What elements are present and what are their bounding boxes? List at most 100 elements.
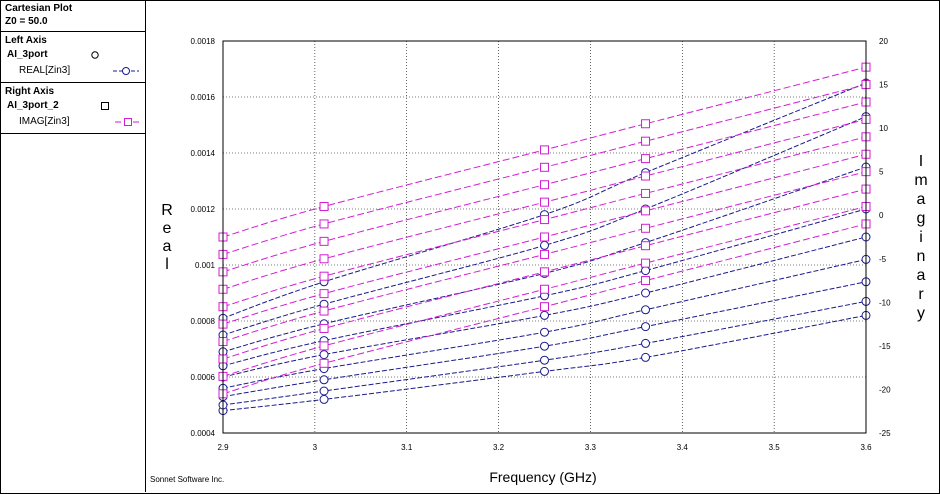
imag-data-point xyxy=(540,249,549,259)
imag-data-point xyxy=(540,232,549,242)
left-axis-label-letter: R xyxy=(161,202,173,219)
x-tick-label: 3 xyxy=(313,443,318,452)
right-axis-file-row[interactable]: AI_3port_2 xyxy=(5,98,140,114)
y-left-tick-label: 0.0008 xyxy=(191,317,216,326)
left-axis-heading: Left Axis xyxy=(5,35,47,46)
right-axis-label-letter: i xyxy=(919,229,923,246)
real-data-point xyxy=(641,338,651,348)
tick-labels: 2.9 3 3.1 3.2 3.3 3.4 3.5 3.6 0.0004 0.0006 0.0008… xyxy=(191,37,892,452)
imag-data-point xyxy=(319,254,329,264)
right-axis-label-letter: y xyxy=(917,305,925,322)
imag-data-point xyxy=(319,306,329,316)
real-data-point xyxy=(540,341,549,351)
plot-area-border xyxy=(222,40,867,434)
right-axis-label-letter: g xyxy=(917,210,926,227)
imag-data-point xyxy=(641,136,651,146)
imag-data-point xyxy=(319,219,329,229)
imag-data-point xyxy=(319,202,329,212)
real-data-point xyxy=(319,375,329,385)
z0-value: Z0 = 50.0 xyxy=(5,16,48,27)
y-right-tick-label: 5 xyxy=(879,168,884,177)
imag-data-point xyxy=(641,276,651,286)
imag-data-point xyxy=(641,223,651,233)
right-axis-label-letter: a xyxy=(917,191,926,208)
real-series-line xyxy=(222,236,867,378)
real-data-point xyxy=(540,327,549,337)
y-left-tick-label: 0.001 xyxy=(195,261,216,270)
legend-header: Cartesian Plot Z0 = 50.0 xyxy=(0,0,145,32)
x-tick-label: 3.2 xyxy=(493,443,505,452)
vendor-credit: Sonnet Software Inc. xyxy=(150,475,225,484)
right-axis-heading: Right Axis xyxy=(5,86,55,97)
legend-panel: Cartesian Plot Z0 = 50.0 Left Axis AI_3p… xyxy=(0,0,146,492)
right-axis-file-name: AI_3port_2 xyxy=(7,100,59,111)
square-marker-icon xyxy=(101,102,109,110)
y-left-tick-label: 0.0006 xyxy=(191,373,216,382)
real-trace-row[interactable]: REAL[Zin3] xyxy=(5,63,140,79)
right-axis-legend[interactable]: Right Axis AI_3port_2 IMAG[Zin3] xyxy=(0,83,145,134)
imag-data-point xyxy=(540,162,549,172)
imag-data-point xyxy=(319,341,329,351)
left-axis-legend[interactable]: Left Axis AI_3port REAL[Zin3] xyxy=(0,32,145,83)
imag-trace-row[interactable]: IMAG[Zin3] xyxy=(5,114,141,130)
y-right-tick-label: 10 xyxy=(879,124,888,133)
imag-data-point xyxy=(641,119,651,129)
right-axis-label-letter: a xyxy=(917,267,926,284)
imag-data-point xyxy=(540,145,549,155)
real-series-line xyxy=(222,166,867,353)
right-axis-label-letter: n xyxy=(917,248,926,265)
imag-data-point xyxy=(641,258,651,268)
y-right-tick-label: 20 xyxy=(879,37,888,46)
left-axis-label-letter: a xyxy=(163,238,172,255)
imag-data-point xyxy=(540,180,549,190)
y-left-tick-label: 0.0012 xyxy=(191,205,216,214)
x-tick-label: 3.5 xyxy=(769,443,781,452)
imag-data-point xyxy=(641,241,651,251)
imag-data-point xyxy=(319,358,329,368)
imag-data-point xyxy=(540,215,549,225)
y-right-tick-label: 15 xyxy=(879,81,888,90)
x-tick-label: 2.9 xyxy=(217,443,229,452)
imag-data-point xyxy=(641,206,651,216)
y-right-tick-label: -10 xyxy=(879,298,891,307)
real-series-group xyxy=(218,78,871,416)
left-axis-file-name: AI_3port xyxy=(7,49,48,60)
right-axis-label-letter: m xyxy=(914,172,927,189)
real-data-point xyxy=(319,386,329,396)
real-data-point xyxy=(540,366,549,376)
x-tick-label: 3.6 xyxy=(860,443,872,452)
imag-data-point xyxy=(540,197,549,207)
real-data-point xyxy=(641,266,651,276)
imag-data-point xyxy=(641,154,651,164)
plot-type-title: Cartesian Plot xyxy=(5,3,73,14)
imag-data-point xyxy=(641,171,651,181)
real-line-swatch-icon xyxy=(113,67,139,75)
imag-data-point xyxy=(641,188,651,198)
left-axis-label-letter: e xyxy=(163,220,172,237)
y-right-tick-label: -15 xyxy=(879,342,891,351)
left-axis-label-letter: l xyxy=(165,256,169,273)
imag-data-point xyxy=(319,323,329,333)
circle-marker-icon xyxy=(91,51,99,59)
right-axis-label-letter: I xyxy=(919,153,923,170)
imag-data-point xyxy=(319,236,329,246)
y-right-tick-label: -5 xyxy=(879,255,887,264)
right-axis-label-letter: r xyxy=(918,286,924,303)
imag-data-point xyxy=(319,271,329,281)
real-data-point xyxy=(540,310,549,320)
imag-data-point xyxy=(540,302,549,312)
y-left-tick-label: 0.0016 xyxy=(191,93,216,102)
real-data-point xyxy=(641,288,651,298)
y-left-tick-label: 0.0004 xyxy=(191,429,216,438)
y-right-tick-label: 0 xyxy=(879,211,884,220)
imag-data-point xyxy=(319,289,329,299)
x-axis-label: Frequency (GHz) xyxy=(489,469,596,485)
x-tick-label: 3.1 xyxy=(401,443,413,452)
real-data-point xyxy=(641,305,651,315)
left-axis-file-row[interactable]: AI_3port xyxy=(5,47,140,63)
imag-data-point xyxy=(540,284,549,294)
imag-trace-label: IMAG[Zin3] xyxy=(19,116,70,127)
